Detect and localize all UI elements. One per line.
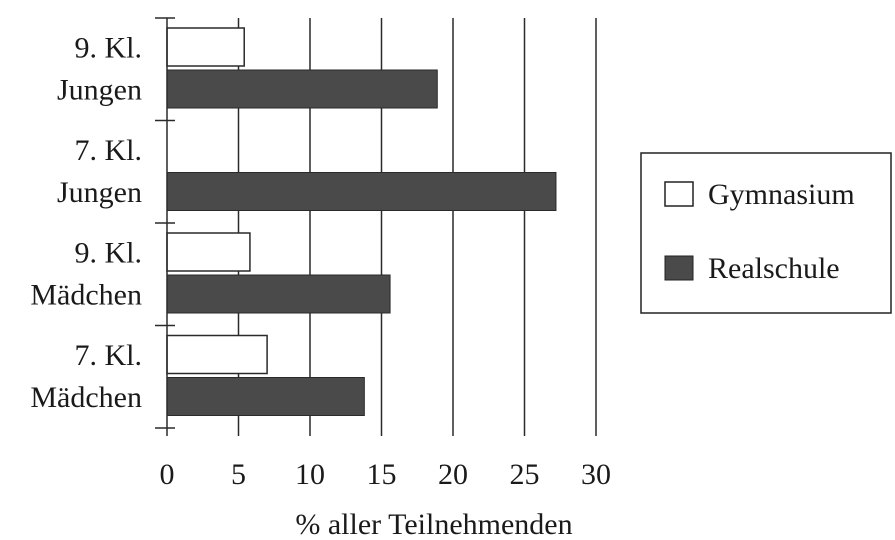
category-label-0-line-1: Jungen bbox=[57, 73, 142, 106]
bar-gymnasium-7-kl-mädchen bbox=[166, 334, 268, 375]
bar-realschule-9-kl-jungen bbox=[166, 69, 438, 109]
x-tick-label-15: 15 bbox=[367, 458, 397, 491]
x-tick-labels: 0 5 10 15 20 25 30 bbox=[160, 458, 612, 491]
category-label-1-line-1: Jungen bbox=[57, 176, 142, 209]
bar-realschule-7-kl-jungen bbox=[166, 172, 557, 211]
category-label-2-line-0: 9. Kl. bbox=[75, 236, 143, 269]
x-tick-label-5: 5 bbox=[231, 458, 246, 491]
legend-swatch-gymnasium bbox=[664, 181, 694, 207]
x-tick-label-25: 25 bbox=[510, 458, 540, 491]
category-label-1-line-0: 7. Kl. bbox=[75, 134, 143, 167]
bar-gymnasium-9-kl-mädchen bbox=[166, 232, 251, 272]
bar-realschule-9-kl-mädchen bbox=[166, 274, 391, 314]
legend: Gymnasium Realschule bbox=[640, 152, 892, 314]
bars bbox=[166, 27, 557, 416]
category-label-0-line-0: 9. Kl. bbox=[75, 31, 143, 64]
x-tick-label-20: 20 bbox=[438, 458, 468, 491]
legend-box bbox=[640, 152, 892, 314]
category-label-3-line-1: Mädchen bbox=[30, 381, 142, 414]
bar-gymnasium-9-kl-jungen bbox=[166, 27, 245, 67]
category-label-3-line-0: 7. Kl. bbox=[75, 339, 143, 372]
axes bbox=[155, 17, 597, 436]
legend-label-realschule: Realschule bbox=[708, 252, 840, 285]
category-label-2-line-1: Mädchen bbox=[30, 278, 142, 311]
x-axis-label: % aller Teilnehmenden bbox=[295, 508, 572, 540]
legend-label-gymnasium: Gymnasium bbox=[708, 178, 855, 211]
category-labels: 9. Kl. Jungen 7. Kl. Jungen 9. Kl. Mädchen 7. … bbox=[30, 31, 142, 414]
legend-swatch-realschule bbox=[664, 255, 694, 281]
x-tick-label-30: 30 bbox=[581, 458, 611, 491]
x-tick-label-0: 0 bbox=[160, 458, 175, 491]
bar-realschule-7-kl-mädchen bbox=[166, 377, 365, 416]
x-tick-label-10: 10 bbox=[295, 458, 325, 491]
